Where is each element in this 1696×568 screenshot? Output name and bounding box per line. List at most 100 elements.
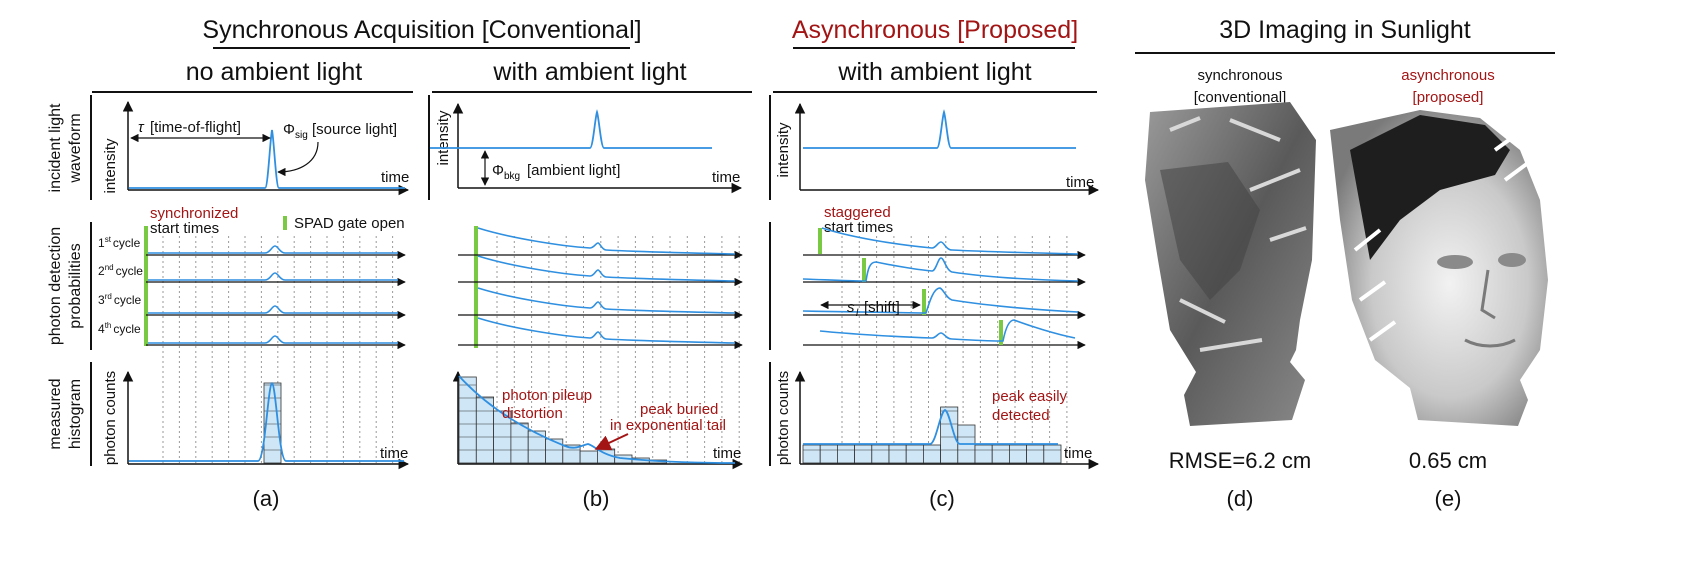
cycle-2-gate: [862, 258, 866, 282]
async-head-streaks: [1353, 130, 1534, 342]
panel-b-waveform: intensity time Φ bkg [ambient light]: [430, 102, 743, 194]
caption-a: (a): [253, 486, 280, 511]
start-times-label: start times: [150, 220, 219, 237]
phi-sig-pointer: [277, 141, 319, 177]
cycle-labels: 1st cycle 2nd cycle 3rd cycle 4th cycle: [98, 235, 143, 336]
cycle-4-label: 4th cycle: [98, 321, 141, 336]
histogram-bar: [905, 444, 924, 464]
row3-label-line2: histogram: [67, 379, 84, 449]
photon-counts-label: photon counts: [775, 371, 792, 465]
cycle-1-curve: [148, 245, 398, 254]
time-label: time: [380, 445, 408, 462]
time-label: time: [713, 445, 741, 462]
cycle-3-curve: [477, 287, 736, 314]
sync-render: synchronous [conventional]: [1145, 67, 1316, 426]
pileup-label-2: distortion: [502, 405, 563, 422]
cycle-3-gate: [922, 289, 926, 315]
time-label: time: [1064, 445, 1092, 462]
cycle-4-curve: [819, 319, 1076, 342]
histogram-bar: [1009, 444, 1028, 464]
row3-label: measured histogram: [47, 362, 92, 466]
buried-label-1: peak buried: [640, 401, 718, 418]
buried-label-2: in exponential tail: [610, 417, 726, 434]
shift-sub: l: [856, 308, 859, 319]
time-label: time: [381, 169, 409, 186]
histogram-curve: [458, 375, 736, 464]
shift-text: [shift]: [864, 299, 900, 316]
panel-a-bins-grid: [162, 236, 394, 464]
caption-b: (b): [583, 486, 610, 511]
sync-head-shadow: [1160, 162, 1260, 300]
phi-bkg-sub: bkg: [504, 171, 520, 182]
histogram-bar: [579, 450, 598, 464]
row1-label-line1: incident light: [47, 103, 64, 193]
shift-symbol: s: [847, 299, 855, 316]
async-head-hair: [1350, 115, 1510, 260]
histogram-bar: [475, 396, 494, 464]
pileup-label-1: photon pileup: [502, 387, 592, 404]
tau-symbol: τ: [138, 119, 145, 136]
tau-text: [time-of-flight]: [150, 119, 241, 136]
gate-bar: [144, 226, 148, 346]
cycle-4-curve: [477, 317, 736, 344]
cycle-4-gate: [999, 320, 1003, 345]
synchronized-label: synchronized: [150, 205, 238, 222]
sync-render-label-2: [conventional]: [1194, 89, 1287, 106]
panel-c-waveform: intensity time: [775, 102, 1100, 196]
panel-b-histogram: time photon pileup distortion peak burie…: [452, 370, 744, 470]
phi-bkg-text: [ambient light]: [527, 162, 620, 179]
caption-d: (d): [1227, 486, 1254, 511]
signal-plus-ambient: [803, 109, 1076, 149]
async-face-mouth: [1464, 338, 1516, 348]
rmse-sync: RMSE=6.2 cm: [1169, 448, 1311, 473]
histogram-bar: [1026, 444, 1045, 464]
panel-a-waveform: intensity time τ [time-of-flight] Φ sig …: [102, 100, 409, 196]
panel-a-probabilities: synchronized start times SPAD gate open …: [98, 205, 406, 350]
histogram-bar: [888, 444, 907, 464]
histogram-bar: [837, 444, 856, 464]
histogram-bar: [923, 444, 942, 464]
easy-label-1: peak easily: [992, 388, 1068, 405]
async-title: Asynchronous [Proposed]: [792, 16, 1078, 44]
histogram-bar: [974, 444, 993, 464]
sync-head-noise: [1169, 116, 1307, 352]
signal-plus-ambient: [430, 109, 712, 149]
phi-bkg-symbol: Φ: [492, 162, 504, 179]
phi-sig-text: [source light]: [312, 121, 397, 138]
row2-label: photon detection probabilities: [47, 222, 92, 350]
intensity-label: intensity: [775, 122, 792, 178]
cycle-2-label: 2nd cycle: [98, 263, 143, 278]
cycle-2-curve: [802, 257, 1079, 282]
cycle-1-gate: [818, 228, 822, 254]
imaging-title: 3D Imaging in Sunlight: [1219, 16, 1471, 44]
row2-label-line1: photon detection: [47, 227, 64, 345]
histogram-bins: [458, 376, 667, 464]
row1-label-line2: waveform: [67, 113, 84, 183]
histogram-bar: [802, 444, 821, 464]
histogram-bar: [991, 444, 1010, 464]
staggered-label: staggered: [824, 204, 891, 221]
histogram-bar: [545, 438, 564, 464]
gate-bar: [474, 226, 478, 348]
async-face-nose: [1480, 269, 1496, 320]
col-c-title: with ambient light: [837, 58, 1031, 86]
cycle-3-label: 3rd cycle: [98, 292, 141, 307]
time-label: time: [1066, 174, 1094, 191]
gate-legend-swatch: [283, 216, 287, 230]
async-face-eye-left: [1437, 255, 1473, 269]
cycle-1-curve: [821, 227, 1079, 255]
async-face-eye-right: [1498, 253, 1526, 267]
async-render: asynchronous [proposed]: [1330, 67, 1548, 426]
histogram-curve: [803, 409, 1058, 445]
photon-counts-label: photon counts: [102, 371, 119, 465]
panel-c-probabilities: staggered start times s l [shift]: [802, 204, 1086, 350]
col-b-title: with ambient light: [492, 58, 686, 86]
async-render-label-2: [proposed]: [1413, 89, 1484, 106]
caption-e: (e): [1435, 486, 1462, 511]
buried-pointer: [594, 433, 629, 451]
panel-c-histogram: photon counts time peak easily detected: [775, 371, 1100, 470]
histogram-bar: [1043, 444, 1062, 464]
phi-sig-symbol: Φ: [283, 121, 295, 138]
cycle-1-curve: [477, 227, 736, 255]
